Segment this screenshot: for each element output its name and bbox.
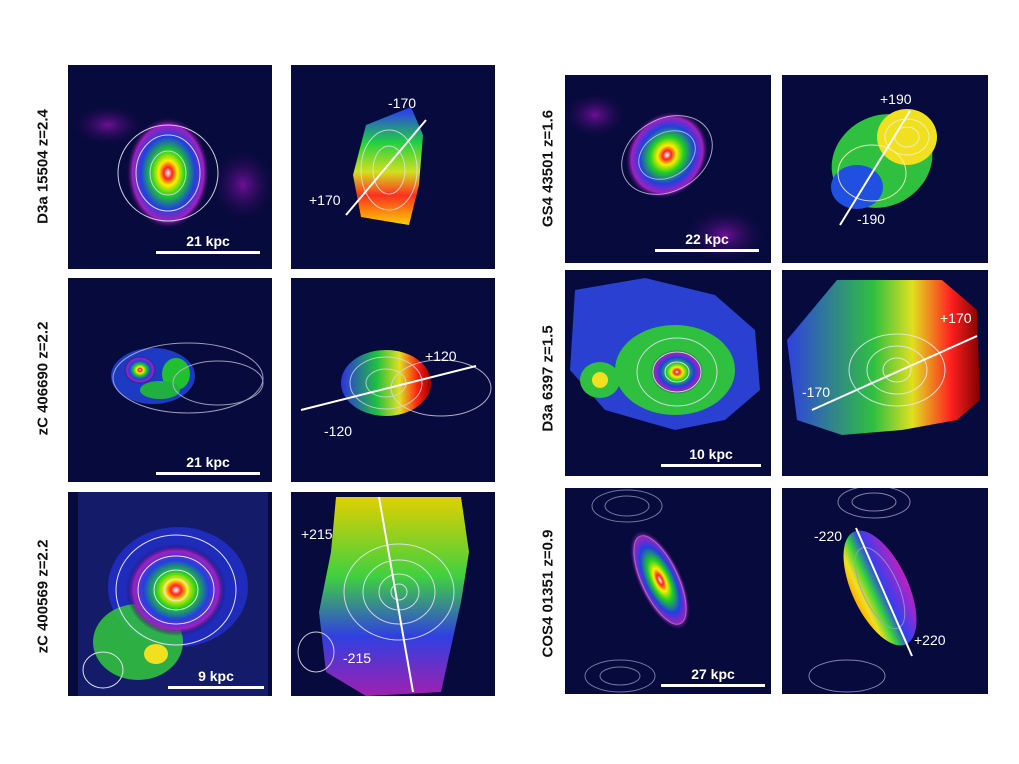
scale-bar-label: 21 kpc [186, 233, 230, 249]
flux-map-gs4-43501: 22 kpc [565, 75, 771, 263]
velocity-map-gs4-43501: +190 -190 [782, 75, 988, 263]
galaxy-label-d3a-15504: D3a 15504 z=2.4 [34, 109, 52, 224]
galaxy-label-cos4-01351: COS4 01351 z=0.9 [539, 529, 557, 658]
velocity-label-red: -170 [388, 95, 417, 111]
velocity-label-blue: -170 [802, 384, 831, 400]
scale-bar: 21 kpc [156, 233, 260, 254]
velocity-label-blue: -215 [343, 650, 372, 666]
scale-bar-line [661, 464, 761, 467]
velocity-map-d3a-15504: -170 +170 [291, 65, 495, 269]
scale-bar-line [661, 684, 765, 687]
scale-bar-label: 9 kpc [198, 668, 234, 684]
galaxy-label-zc-406690: zC 406690 z=2.2 [34, 321, 52, 436]
velocity-label-red: +170 [940, 310, 972, 326]
flux-map-zc-400569: 9 kpc [68, 492, 272, 696]
velocity-map-zc-406690: +120 -120 [291, 278, 495, 482]
velocity-label-red: +220 [914, 632, 946, 648]
velocity-map-zc-400569: +215 -215 [291, 492, 495, 696]
velocity-label-blue: -120 [324, 423, 353, 439]
galaxy-label-d3a-6397: D3a 6397 z=1.5 [539, 325, 557, 432]
scale-bar: 21 kpc [156, 454, 260, 475]
galaxy-label-gs4-43501: GS4 43501 z=1.6 [539, 109, 557, 228]
scale-bar-line [655, 249, 759, 252]
velocity-map-d3a-6397: +170 -170 [782, 270, 988, 476]
flux-map-d3a-6397: 10 kpc [565, 270, 771, 476]
velocity-label-red: +215 [301, 526, 333, 542]
velocity-label-blue: -190 [857, 211, 886, 227]
scale-bar: 9 kpc [168, 668, 264, 689]
velocity-label-red: +120 [425, 348, 457, 364]
flux-map-cos4-01351: 27 kpc [565, 488, 771, 694]
scale-bar-label: 21 kpc [186, 454, 230, 470]
scale-bar-label: 22 kpc [685, 231, 729, 247]
scale-bar-line [168, 686, 264, 689]
scale-bar: 10 kpc [661, 446, 761, 467]
velocity-label-blue: +170 [309, 192, 341, 208]
scale-bar-label: 27 kpc [691, 666, 735, 682]
velocity-label-red: +190 [880, 91, 912, 107]
scale-bar: 22 kpc [655, 231, 759, 252]
flux-map-d3a-15504: 21 kpc [68, 65, 272, 269]
galaxy-label-zc-400569: zC 400569 z=2.2 [34, 539, 52, 654]
flux-map-zc-406690: 21 kpc [68, 278, 272, 482]
scale-bar-line [156, 251, 260, 254]
scale-bar-line [156, 472, 260, 475]
scale-bar: 27 kpc [661, 666, 765, 687]
scale-bar-label: 10 kpc [689, 446, 733, 462]
velocity-label-blue: -220 [814, 528, 843, 544]
velocity-map-cos4-01351: -220 +220 [782, 488, 988, 694]
